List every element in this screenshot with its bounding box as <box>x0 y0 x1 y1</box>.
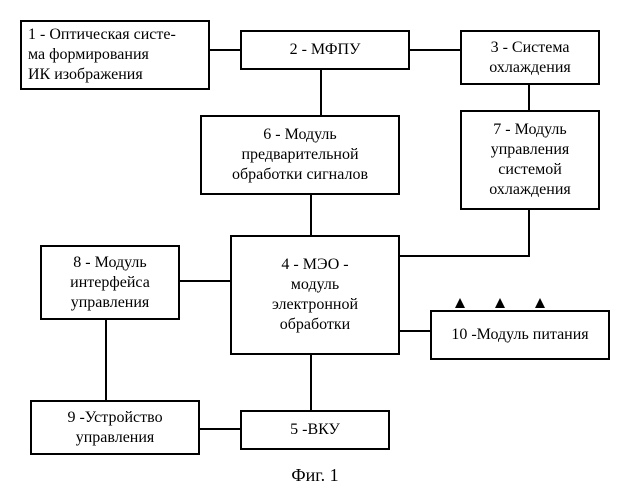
block-8-interface: 8 - Модульинтерфейсауправления <box>40 245 180 320</box>
power-arrow-icon <box>455 298 465 308</box>
power-arrow-icon <box>535 298 545 308</box>
edge-8-4 <box>180 280 230 282</box>
power-arrow-icon <box>495 298 505 308</box>
block-4-meo: 4 - МЭО -модульэлектроннойобработки <box>230 235 400 355</box>
block-10-power: 10 -Модуль питания <box>430 310 610 360</box>
edge-3-7 <box>528 85 530 110</box>
block-5-vku: 5 -ВКУ <box>240 410 390 450</box>
edge-4-7-v <box>528 210 530 257</box>
figure-caption: Фиг. 1 <box>0 465 630 486</box>
block-3-cooling-system: 3 - Системаохлаждения <box>460 30 600 85</box>
block-2-mfpu: 2 - МФПУ <box>240 30 410 70</box>
edge-9-5 <box>200 428 240 430</box>
block-6-preprocessing: 6 - Модульпредварительнойобработки сигна… <box>200 115 400 195</box>
edge-2-6 <box>320 70 322 115</box>
block-1-optical-system: 1 - Оптическая систе-ма формированияИК и… <box>20 20 210 90</box>
edge-4-7-h <box>400 255 530 257</box>
block-9-control-device: 9 -Устройствоуправления <box>30 400 200 455</box>
edge-4-5 <box>310 355 312 410</box>
edge-6-4 <box>310 195 312 235</box>
edge-4-10 <box>400 330 430 332</box>
edge-2-3 <box>410 49 460 51</box>
edge-1-2 <box>210 49 240 51</box>
block-7-cooling-control: 7 - Модульуправлениясистемойохлаждения <box>460 110 600 210</box>
edge-8-9 <box>105 320 107 400</box>
